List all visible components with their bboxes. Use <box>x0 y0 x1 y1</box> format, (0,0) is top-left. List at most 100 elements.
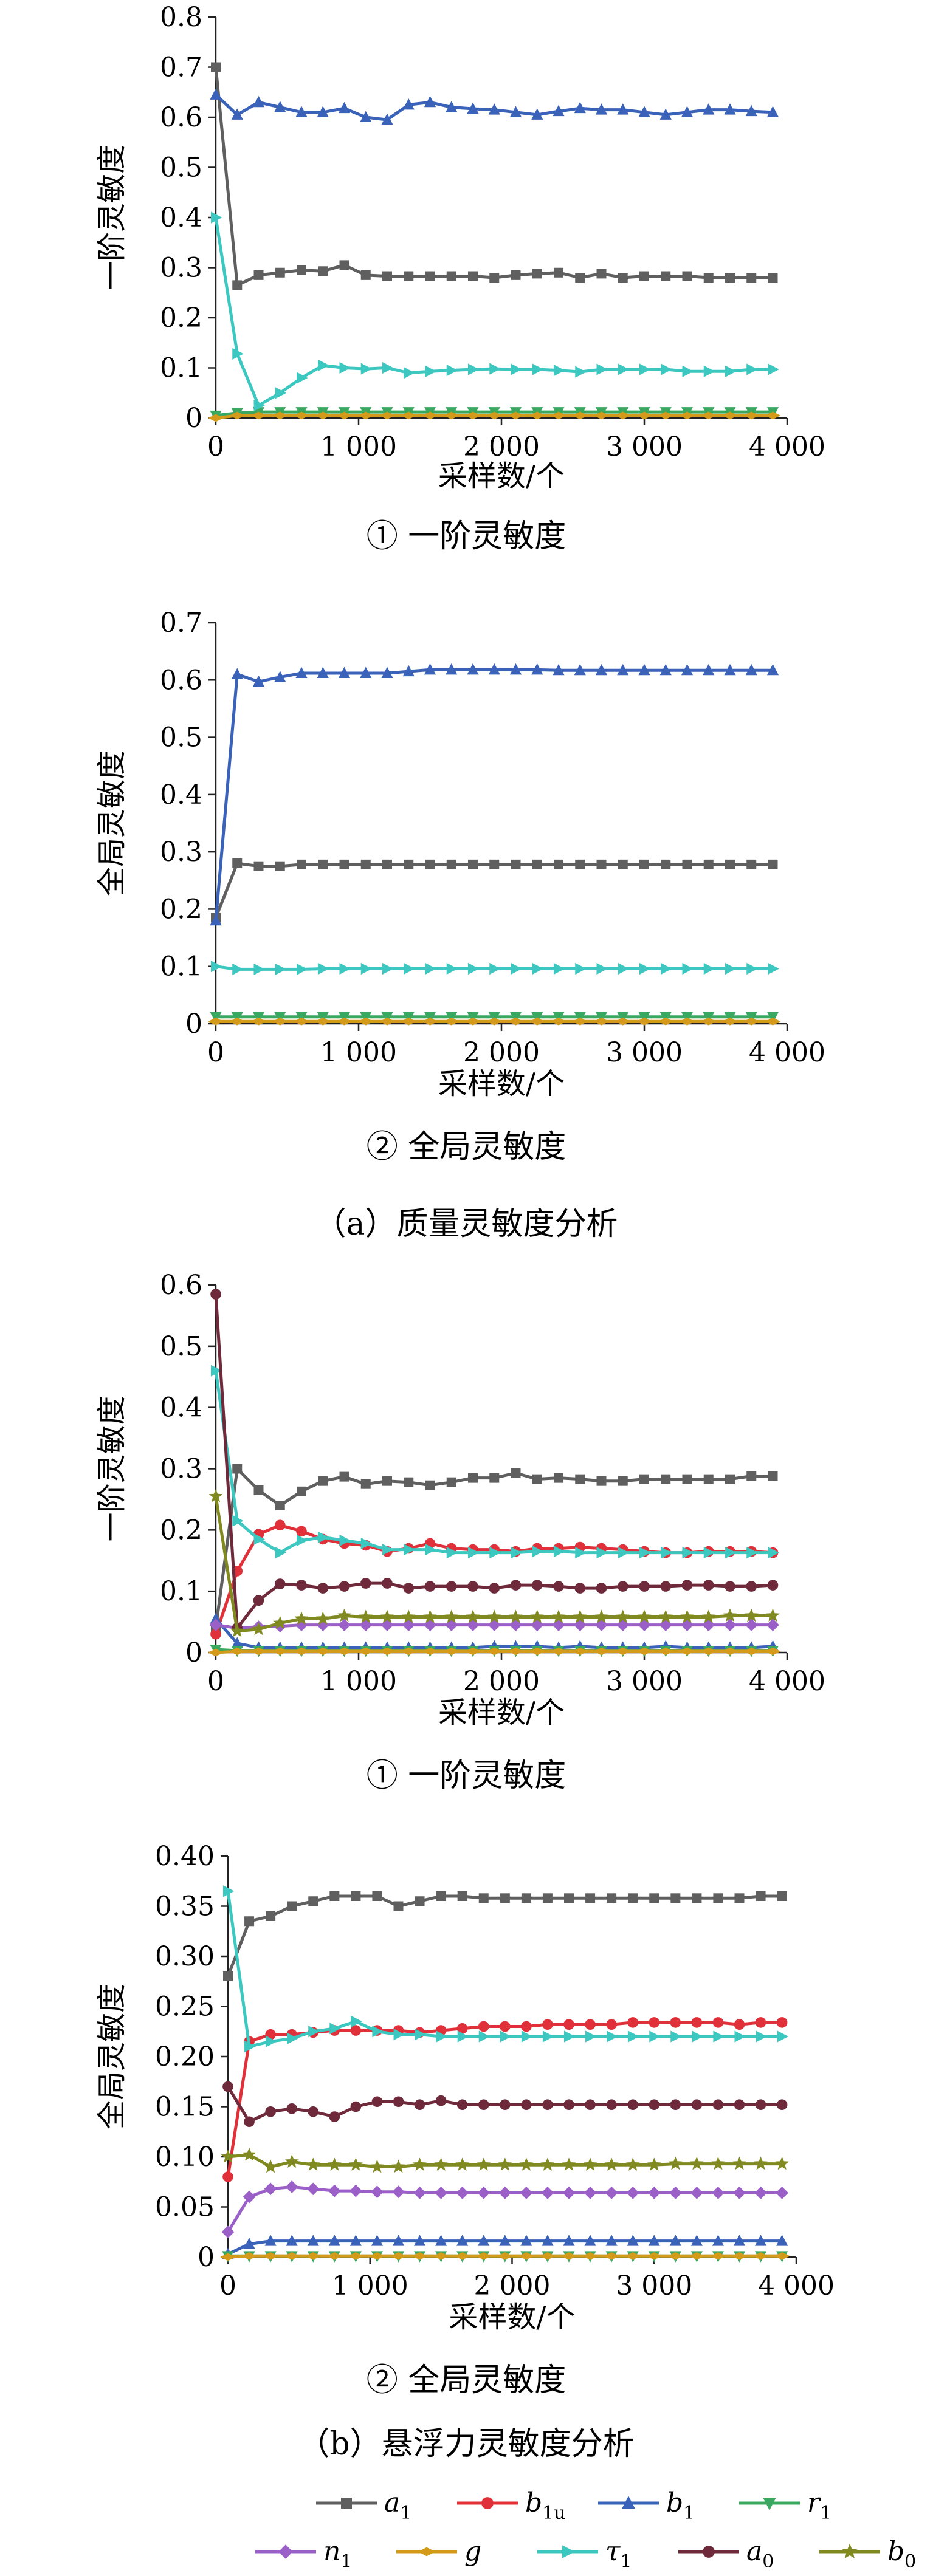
data-point-a1 <box>232 1464 243 1474</box>
series-line-a1 <box>214 862 773 919</box>
data-point-a0 <box>617 1581 628 1592</box>
data-point-g <box>443 1017 460 1026</box>
data-point-tau1 <box>596 1547 608 1559</box>
data-point-a1 <box>253 861 264 871</box>
data-point-a1 <box>639 271 649 281</box>
data-point-a1 <box>489 859 500 869</box>
legend-item-a0: a0 <box>678 2536 774 2572</box>
data-point-b0 <box>242 2147 256 2161</box>
data-point-a1 <box>318 1476 328 1486</box>
data-point-b1 <box>766 663 779 676</box>
data-point-a0 <box>649 2099 660 2110</box>
data-point-a1 <box>532 859 542 869</box>
data-point-g <box>475 2252 492 2260</box>
data-point-g <box>433 2252 449 2260</box>
data-point-tau1 <box>478 2030 491 2043</box>
data-point-g <box>401 1017 417 1026</box>
legend-marker-g <box>418 2547 436 2557</box>
data-point-a0 <box>542 2099 553 2110</box>
group-a-caption: （a）质量灵敏度分析 <box>314 1206 618 1242</box>
data-point-g <box>294 411 309 420</box>
data-point-b1 <box>712 2235 725 2246</box>
data-point-b1u <box>222 2171 233 2182</box>
data-point-a1 <box>436 1891 446 1901</box>
data-point-tau1 <box>639 1547 651 1559</box>
data-point-tau1 <box>360 363 373 375</box>
data-point-b1 <box>467 663 479 675</box>
data-point-a1 <box>618 1476 628 1486</box>
data-point-a1 <box>746 1471 757 1481</box>
data-point-b1 <box>595 663 608 676</box>
y-tick-label: 0.25 <box>155 1992 215 2023</box>
data-point-g <box>272 1647 288 1656</box>
y-tick-label: 0.5 <box>160 152 202 183</box>
x-axis-label: 采样数/个 <box>449 2300 575 2334</box>
data-point-g <box>593 1647 610 1656</box>
data-point-a1 <box>297 859 306 869</box>
y-tick-label: 0.1 <box>160 353 202 384</box>
data-point-a1 <box>521 1893 531 1903</box>
data-point-tau1 <box>436 2030 448 2043</box>
data-point-g <box>529 411 545 420</box>
data-point-a0 <box>681 1580 693 1591</box>
data-point-a1 <box>768 273 778 283</box>
data-point-a1 <box>468 271 478 281</box>
panel-caption: ② 全局灵敏度 <box>367 1129 566 1165</box>
data-point-a1 <box>661 859 671 869</box>
data-point-b1 <box>338 666 351 678</box>
data-point-tau1 <box>725 365 737 377</box>
data-point-tau1 <box>532 962 544 975</box>
data-point-tau1 <box>253 1533 265 1546</box>
data-point-n1 <box>647 2187 661 2199</box>
y-tick-label: 0.4 <box>160 202 202 233</box>
y-tick-label: 0.6 <box>160 1270 202 1301</box>
data-point-g <box>250 411 267 420</box>
data-point-b1u <box>350 2025 362 2036</box>
data-point-a0 <box>691 2099 703 2110</box>
data-point-g <box>454 2252 470 2260</box>
data-point-b1 <box>413 2235 426 2246</box>
data-point-g <box>401 1647 417 1656</box>
data-point-a1 <box>639 1474 649 1484</box>
data-point-a0 <box>521 2099 532 2110</box>
data-point-g <box>497 2252 513 2260</box>
data-point-tau1 <box>318 359 329 371</box>
data-point-tau1 <box>253 963 265 976</box>
data-point-tau1 <box>713 2030 725 2043</box>
data-point-a1 <box>585 1893 596 1903</box>
data-point-b0 <box>766 1608 780 1622</box>
data-point-a0 <box>670 2099 681 2110</box>
data-point-g <box>336 411 353 420</box>
series-line-b1 <box>214 668 773 921</box>
data-point-n1 <box>638 1619 651 1632</box>
data-point-b1 <box>669 2235 681 2246</box>
series-line-tau1 <box>214 1370 773 1555</box>
data-point-g <box>508 411 524 420</box>
legend-label: τ1 <box>605 2536 632 2572</box>
data-point-b1 <box>563 2235 575 2246</box>
data-point-g <box>250 1647 267 1656</box>
data-point-b1 <box>317 666 329 678</box>
data-point-b0 <box>263 2159 278 2173</box>
data-point-b1 <box>231 668 243 679</box>
data-point-a0 <box>712 2099 724 2110</box>
data-point-b1 <box>349 2235 362 2246</box>
data-point-a1 <box>596 1476 607 1486</box>
data-point-g <box>272 1017 288 1026</box>
data-point-a1 <box>446 271 456 281</box>
data-point-a1 <box>575 273 585 283</box>
data-point-g <box>743 411 760 420</box>
data-point-g <box>465 411 481 420</box>
data-point-n1 <box>392 2185 405 2199</box>
x-tick-label: 1 000 <box>320 1037 397 1068</box>
data-point-a1 <box>596 859 607 869</box>
data-point-g <box>208 1017 224 1026</box>
y-tick-label: 0.35 <box>155 1891 215 1922</box>
y-tick-label: 0.15 <box>155 2092 215 2123</box>
data-point-tau1 <box>372 2026 384 2038</box>
data-point-b0 <box>380 1609 394 1623</box>
series-line-a1 <box>226 1894 782 1977</box>
data-point-tau1 <box>266 2035 277 2047</box>
data-point-tau1 <box>415 2029 426 2041</box>
data-point-b0 <box>466 1609 480 1623</box>
